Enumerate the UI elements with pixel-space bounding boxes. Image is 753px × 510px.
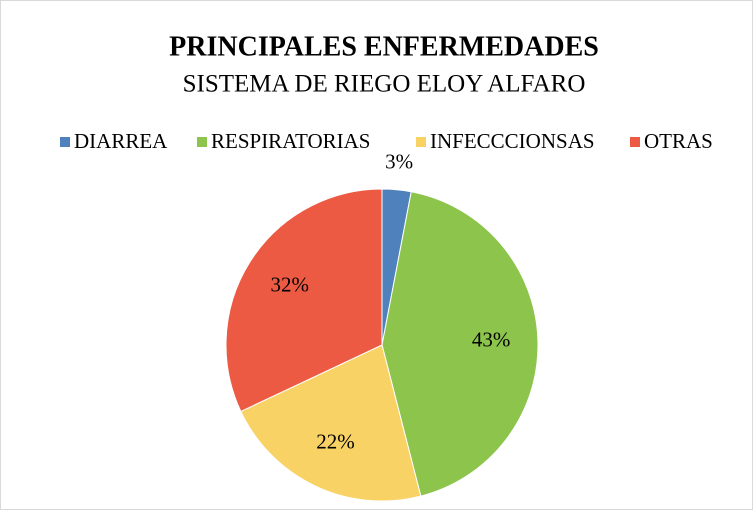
data-label: 32% [271,272,310,296]
legend-label: RESPIRATORIAS [211,129,371,153]
pie-slice [225,188,383,413]
legend-label: OTRAS [644,129,713,153]
chart-subtitle: SISTEMA DE RIEGO ELOY ALFARO [183,71,586,98]
data-label: 22% [316,430,355,454]
chart-title: PRINCIPALES ENFERMEDADES [169,31,599,62]
legend-swatch [416,137,426,147]
legend-swatch [197,137,207,147]
pie-slice [240,344,422,502]
legend-swatch [60,137,70,147]
data-label: 3% [385,150,413,174]
legend-label: INFECCCIONSAS [430,129,595,153]
pie-slice [381,191,539,497]
data-label: 43% [472,327,511,351]
legend-swatch [630,137,640,147]
legend-label: DIARREA [74,129,168,153]
